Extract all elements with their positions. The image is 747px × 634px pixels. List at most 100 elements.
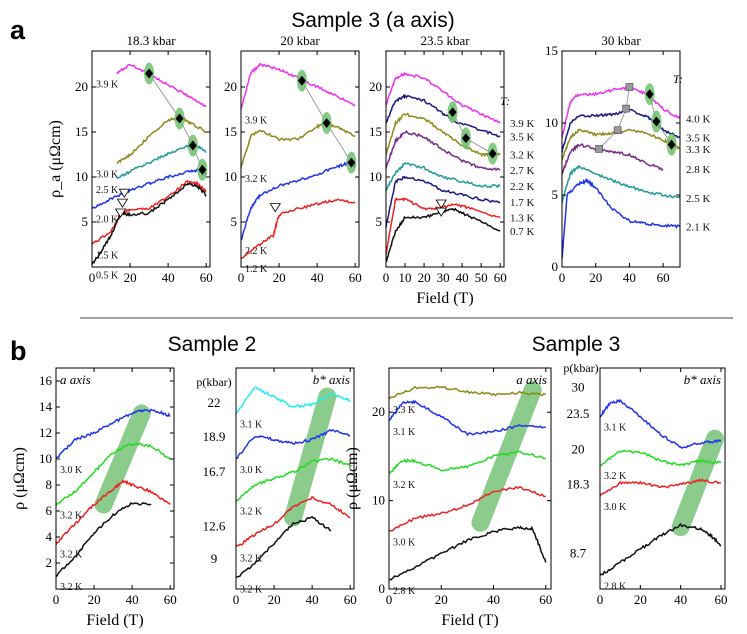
chart-title: 20 kbar [280,33,320,48]
transition-band [671,429,724,537]
kink-triangle [116,198,129,208]
chart-a4: 4.0 K 3.5 K3.3 K 2.8 K 2.5 K 2.1 K 0 20 40 60 0 5 1… [545,33,711,285]
x-tick-label: 20 [435,592,448,607]
series-line-blue [599,398,722,450]
y-tick-label: 0 [552,259,559,274]
y-axis-label: ρ (μΩcm) [344,447,361,510]
y-tick-label: 15 [545,43,558,58]
crossover-guide-line [148,73,203,170]
series-label: 2.2 K [245,246,268,257]
y-tick-label: 15 [75,124,88,139]
series-line-olive [240,121,356,169]
chart-title: 18.3 kbar [126,33,176,48]
series-label: 3.2 K [604,471,627,482]
series-label: 0.5 K [96,270,119,281]
series-line-red [55,479,171,545]
axes-frame [599,367,726,590]
chart-b1: 3.2 K 3.2 K 3.2 K 3.0 K 0 20 40 60 2 4 6 8 10 12 14 16 a… [11,367,177,629]
pressure-header-sample2: p(kbar) [196,375,231,389]
series-label: 1.5 K [96,251,119,262]
series-label: 2.1 K [686,222,711,234]
y-tick-label: 20 [369,79,382,94]
panel-a-title: Sample 3 (a axis) [291,9,454,32]
x-tick-label: 40 [162,270,175,285]
pressure-label: 20 [572,441,585,456]
x-tick-label: 40 [456,270,469,285]
x-tick-label: 20 [634,592,647,607]
y-tick-label: 5 [552,187,559,202]
y-axis-label: ρ_a (μΩcm) [47,120,64,198]
series-label: 3.0 K [96,170,119,181]
x-tick-label: 60 [657,270,670,285]
y-tick-label: 10 [75,169,88,184]
x-tick-label: 60 [494,270,507,285]
x-tick-label: 0 [597,592,604,607]
kink-triangle [269,203,281,213]
axes-frame [91,50,211,268]
y-tick-label: 8 [46,477,53,492]
series-label: 3.5 K [510,132,535,144]
series-label: 3.9 K [245,116,268,127]
series-label: 2.0 K [96,215,119,226]
panels-layer: 3.9 K3.0 K2.5 K2.0 K1.5 K0.5 K0 20 40 60510… [11,33,727,629]
series-line-teal [561,164,681,204]
axes-frame [55,367,175,590]
series-line-green [599,449,722,467]
y-tick-label: 14 [39,399,53,414]
series-label: 3.2 K [245,174,268,185]
temperature-header: T: [500,94,510,108]
series-line-red [389,485,546,532]
series-line-black [55,501,152,578]
square-guide-line [598,86,630,150]
series-label: 3.2 K [60,582,83,593]
y-tick-label: 10 [545,115,558,130]
series-label: 2.5 K [686,193,711,205]
x-tick-label: 40 [674,592,687,607]
series-label: 2.2 K [510,181,535,193]
pressure-label: 9 [211,551,218,566]
y-tick-label: 5 [82,214,89,229]
x-tick-label: 0 [89,270,96,285]
series-label: 3.2 K [393,480,416,491]
series-line-cyan [235,386,351,414]
series-label: 0.7 K [510,226,535,238]
chart-title: a axis [60,372,91,387]
chart-a2: 3.9 K 3.2 K 2.2 K 1.2 K0 20 40 60 5 10 15 20 20 kba… [224,33,362,285]
kink-triangle [435,207,447,217]
y-tick-label: 20 [224,79,237,94]
series-line-blue [561,177,681,259]
pressure-label: 8.7 [570,546,587,561]
chart-title: 30 kbar [601,33,641,48]
chart-a1: 3.9 K 3.0 K 2.5 K 2.0 K 1.5 K 0.5 K0 20 40 60 5 10… [47,33,213,285]
series-label: 1.2 K [245,264,268,275]
x-tick-label: 30 [437,270,450,285]
crossover-diamond [145,68,154,79]
chart-b4: 2.8 K 3.0 K 3.2 K 3.1 K 0 20 40 60 30 23.5 20 18.3 8… [567,367,727,607]
series-line-olive [388,385,547,400]
series-label: 3.0 K [393,538,416,549]
transition-band [471,381,542,532]
y-tick-label: 10 [372,493,385,508]
x-tick-label: 0 [383,270,390,285]
y-tick-label: 0 [379,581,386,596]
crossover-diamond [347,157,356,168]
onset-square [625,83,634,91]
crossover-diamond [461,133,470,144]
series-line-navy [385,93,501,138]
chart-title: a axis [516,372,547,387]
x-tick-label: 0 [238,270,245,285]
chart-a3: 3.9 K 3.5 K 3.2 K 2.7 K 2.2 K 1.7 K 1.3 K0.7 K… [369,33,535,307]
y-tick-label: 15 [224,124,237,139]
crossover-diamond [645,89,654,100]
series-label: 3.1 K [240,420,263,431]
x-tick-label: 40 [311,270,324,285]
series-label: 3.3 K [686,144,711,156]
series-line-teal [385,162,501,192]
onset-square [622,104,630,113]
onset-square [613,126,622,134]
crossover-diamond [652,116,661,127]
series-label: 3.5 K [686,132,711,144]
x-tick-label: 20 [88,592,101,607]
series-line-olive [116,115,207,164]
